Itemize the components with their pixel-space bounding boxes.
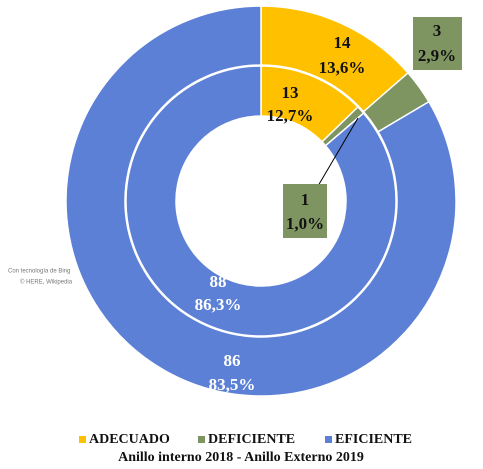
data-label: 13 — [282, 83, 299, 102]
rings — [65, 5, 457, 397]
percent-label: 13,6% — [319, 58, 366, 77]
percent-label: 2,9% — [418, 46, 456, 65]
attribution: Con tecnología de Bing — [8, 269, 70, 275]
chart-title: Anillo interno 2018 - Anillo Externo 201… — [118, 450, 364, 465]
labels: 13 12,7% 1 1,0% 88 86,3% 14 13,6% 3 2,9% 86 83,5% — [195, 17, 462, 394]
legend-label: DEFICIENTE — [208, 432, 295, 447]
data-label: 1 — [301, 190, 310, 209]
percent-label: 86,3% — [195, 295, 242, 314]
legend-label: ADECUADO — [89, 432, 170, 447]
percent-label: 12,7% — [267, 106, 314, 125]
data-label: 88 — [210, 272, 227, 291]
legend-swatch — [198, 436, 205, 443]
legend-swatch — [325, 436, 332, 443]
percent-label: 83,5% — [209, 375, 256, 394]
label-box — [413, 17, 462, 70]
attribution: © HERE, Wikipedia — [20, 279, 73, 286]
slice — [65, 5, 457, 397]
slice — [125, 65, 397, 337]
data-label: 14 — [334, 33, 352, 52]
label-box — [283, 184, 327, 238]
data-label: 86 — [224, 351, 241, 370]
legend-label: EFICIENTE — [335, 432, 412, 447]
legend-swatch — [79, 436, 86, 443]
data-label: 3 — [433, 21, 442, 40]
percent-label: 1,0% — [286, 214, 324, 233]
leader-line — [317, 117, 359, 187]
